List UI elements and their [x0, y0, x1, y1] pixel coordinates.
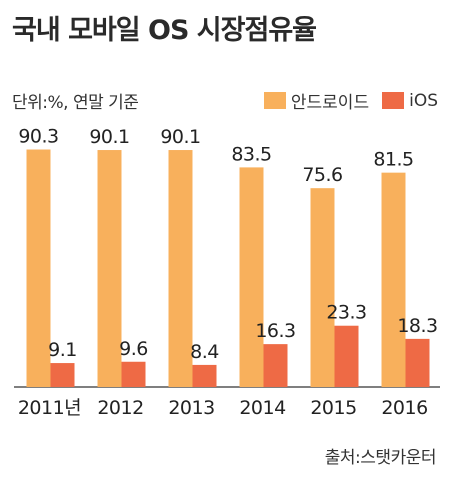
data-label-ios-5: 18.3 [397, 315, 437, 337]
legend-label-ios: iOS [409, 90, 438, 111]
bar-android-5 [381, 172, 406, 387]
data-label-android-2: 90.1 [160, 126, 200, 148]
legend-swatch-android [263, 92, 286, 109]
data-label-android-1: 90.1 [89, 126, 129, 148]
bar-ios-1 [121, 361, 146, 387]
legend-label-android: 안드로이드 [290, 93, 370, 113]
data-label-ios-3: 16.3 [255, 320, 295, 342]
data-label-ios-1: 9.6 [119, 338, 148, 360]
legend: 안드로이드 iOS [263, 88, 438, 113]
data-label-android-0: 90.3 [18, 126, 58, 148]
legend-item-android: 안드로이드 [263, 88, 370, 113]
legend-swatch-ios [382, 92, 405, 109]
legend-item-ios: iOS [382, 91, 438, 111]
source-note: 출처:스탯카운터 [324, 448, 437, 468]
bar-android-2 [168, 150, 193, 387]
data-label-ios-4: 23.3 [326, 302, 366, 324]
x-tick-label-3: 2014 [239, 397, 286, 419]
bar-android-3 [239, 167, 264, 387]
bar-android-0 [26, 149, 51, 387]
bar-ios-0 [50, 363, 75, 387]
chart-title: 국내 모바일 OS 시장점유율 [12, 15, 317, 46]
data-label-ios-0: 9.1 [48, 339, 77, 361]
bar-ios-3 [263, 344, 288, 387]
x-tick-label-4: 2015 [310, 397, 356, 419]
bar-android-1 [97, 150, 122, 387]
x-tick-label-0: 2011년 [18, 397, 81, 419]
x-tick-label-5: 2016 [381, 397, 427, 419]
data-label-android-5: 81.5 [373, 149, 413, 171]
bar-ios-2 [192, 364, 217, 387]
x-tick-label-1: 2012 [97, 397, 143, 419]
unit-note: 단위:%, 연말 기준 [12, 93, 139, 113]
bar-ios-5 [405, 338, 430, 387]
bar-ios-4 [334, 325, 359, 387]
x-tick-label-2: 2013 [168, 397, 214, 419]
data-label-ios-2: 8.4 [190, 341, 219, 363]
data-label-android-4: 75.6 [302, 164, 342, 186]
data-label-android-3: 83.5 [231, 143, 271, 165]
bar-android-4 [310, 188, 335, 387]
